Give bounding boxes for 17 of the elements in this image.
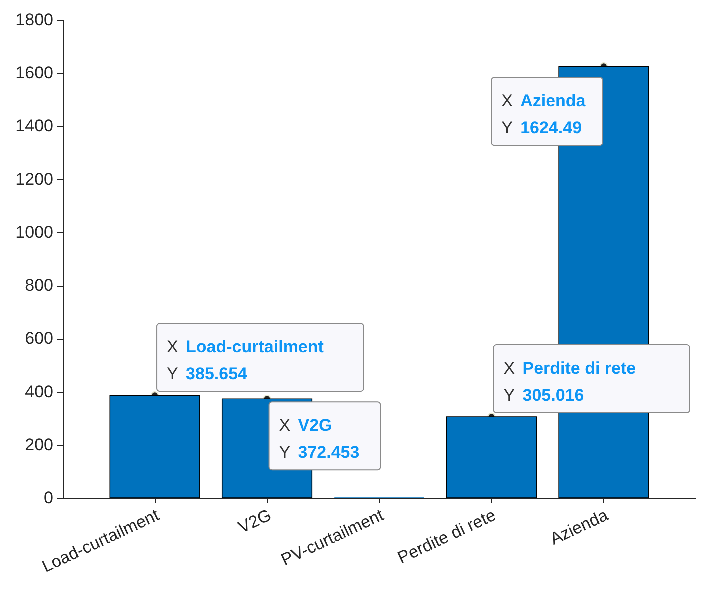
y-tick-label: 600 — [25, 329, 54, 348]
y-tick-label: 800 — [25, 276, 54, 296]
annotation: X V2G Y 372.453 — [279, 416, 360, 462]
annotation: X Load-curtailment Y 385.654 — [167, 338, 324, 384]
bar — [446, 416, 538, 498]
y-tick-label: 1800 — [16, 10, 54, 30]
y-tick-label: 0 — [44, 488, 54, 508]
annotation: X Azienda Y 1624.49 — [502, 92, 586, 138]
y-tick-label: 1200 — [16, 170, 54, 189]
bar — [110, 395, 200, 498]
y-tick-label: 1400 — [16, 116, 54, 136]
annotation: X Perdite di rete Y 305.016 — [504, 359, 636, 405]
y-tick-label: 1000 — [16, 222, 54, 242]
y-tick-label: 400 — [25, 382, 54, 402]
y-tick-label: 200 — [25, 435, 54, 454]
y-tick-label: 1600 — [16, 64, 54, 83]
x-tick-label: V2G — [236, 506, 274, 538]
